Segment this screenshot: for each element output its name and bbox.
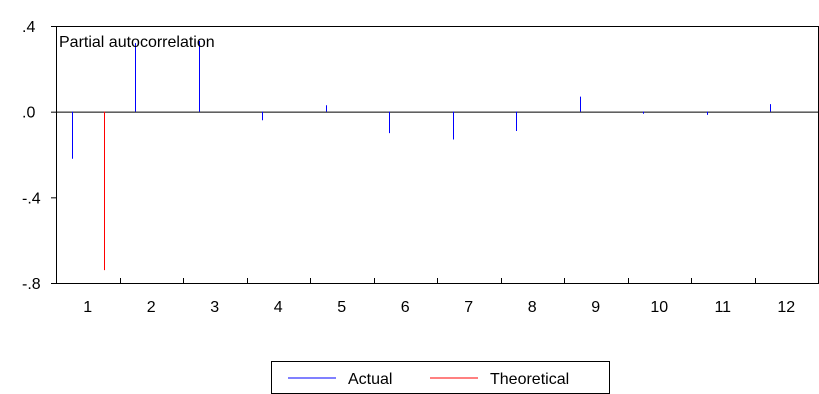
legend-label-theoretical: Theoretical (490, 371, 569, 388)
x-tick-label: 2 (147, 299, 156, 316)
x-tick-label: 3 (210, 299, 219, 316)
x-tick-label: 9 (591, 299, 600, 316)
plot-frame (56, 26, 819, 284)
y-tick-label: -.8 (22, 276, 41, 293)
chart-title: Partial autocorrelation (59, 34, 215, 51)
bars (72, 40, 771, 271)
x-axis: 1 2 3 4 5 6 7 8 9 10 11 12 (83, 278, 795, 316)
x-tick-label: 8 (528, 299, 537, 316)
y-tick-label: -.4 (22, 190, 41, 207)
x-tick-label: 6 (401, 299, 410, 316)
y-tick-label: .4 (22, 19, 35, 36)
x-tick-label: 12 (777, 299, 795, 316)
y-axis: .4 .0 -.4 -.8 (22, 19, 56, 293)
legend-label-actual: Actual (348, 371, 392, 388)
x-tick-label: 10 (650, 299, 668, 316)
x-tick-label: 11 (714, 299, 731, 316)
legend: Actual Theoretical (271, 361, 610, 394)
x-tick-label: 5 (337, 299, 346, 316)
x-tick-label: 4 (274, 299, 283, 316)
x-tick-label: 1 (83, 299, 92, 316)
x-tick-label: 7 (464, 299, 473, 316)
y-tick-label: .0 (22, 105, 35, 122)
